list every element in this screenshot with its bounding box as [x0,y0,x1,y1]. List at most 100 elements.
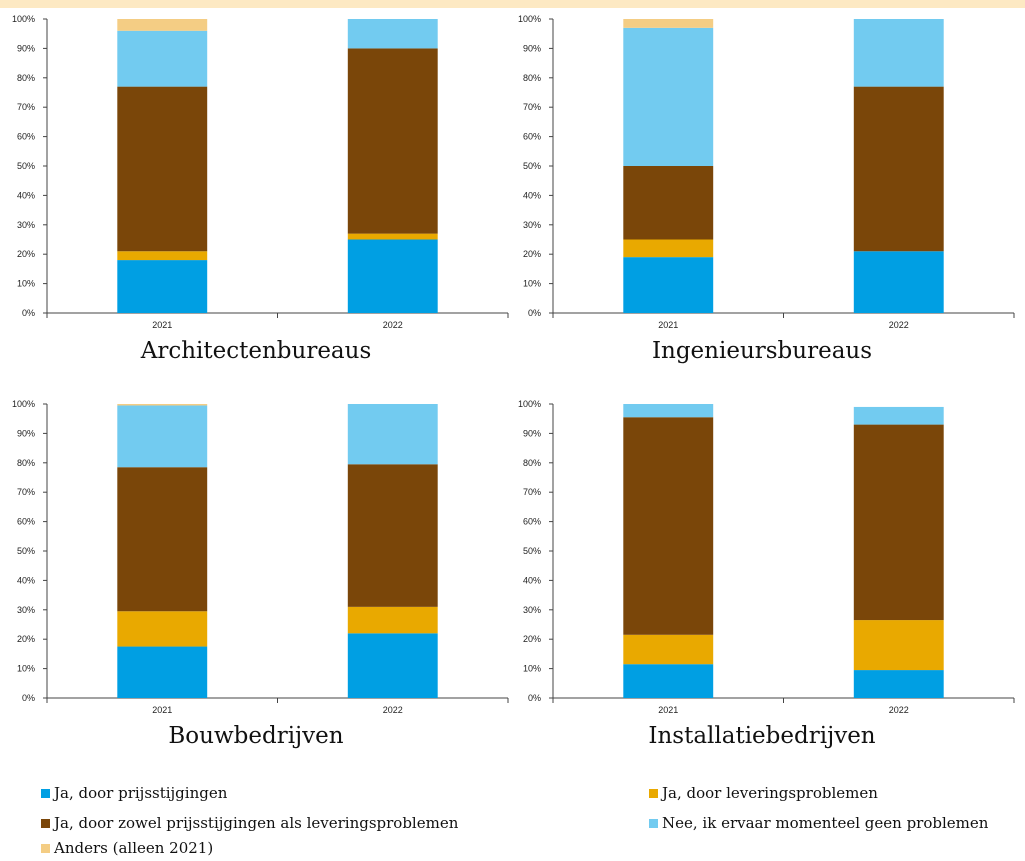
bar-segment [853,406,944,425]
chart-title: Bouwbedrijven [168,723,344,749]
bar-segment [117,405,208,468]
x-tick-label: 2021 [152,320,172,330]
y-tick-label: 50% [523,546,541,556]
x-tick-label: 2021 [152,705,172,715]
y-tick-label: 20% [523,634,541,644]
bar-segment [853,620,944,671]
legend-swatch [649,788,658,798]
bar-segment [853,670,944,698]
y-tick-label: 60% [523,132,541,142]
y-tick-label: 100% [12,14,35,24]
bar-segment [347,48,438,234]
y-tick-label: 10% [523,664,541,674]
y-tick-label: 30% [523,220,541,230]
bar-segment [117,251,208,261]
chart-svg: 0% 10% 20% 30% 40% 50% 60% 70% 80% 90% 100% 2021 202… [518,14,1015,330]
bar-segment [117,404,208,406]
legend-label: Ja, door leveringsproblemen [662,784,878,802]
y-tick-label: 100% [518,399,541,409]
y-tick-label: 40% [523,575,541,585]
chart-panel-ingenieursbureaus: 0% 10% 20% 30% 40% 50% 60% 70% 80% 90% 100% 2021 202… [506,0,1018,385]
y-tick-label: 40% [17,575,35,585]
y-tick-label: 20% [17,249,35,259]
y-tick-label: 60% [17,517,35,527]
bar-segment [853,251,944,313]
y-tick-label: 50% [523,161,541,171]
y-tick-label: 0% [22,308,35,318]
y-tick-label: 30% [17,220,35,230]
bar-segment [623,634,714,665]
y-tick-label: 70% [523,487,541,497]
legend-item: Nee, ik ervaar momenteel geen problemen [649,814,988,832]
x-tick-label: 2021 [658,320,678,330]
bar-segment [853,86,944,252]
bar-segment [623,257,714,313]
y-tick-label: 30% [17,605,35,615]
y-tick-label: 10% [17,664,35,674]
bar-segment [347,633,438,698]
bar-segment [347,239,438,313]
y-tick-label: 60% [17,132,35,142]
chart-panel-bouwbedrijven: 0% 10% 20% 30% 40% 50% 60% 70% 80% 90% 100% 2021 202… [0,385,512,770]
x-tick-label: 2022 [383,705,403,715]
y-tick-label: 20% [523,249,541,259]
legend-item: Ja, door zowel prijsstijgingen als lever… [41,814,458,832]
legend-label: Ja, door zowel prijsstijgingen als lever… [54,814,459,832]
legend-item: Ja, door prijsstijgingen [41,784,227,802]
y-tick-label: 70% [17,487,35,497]
legend-label: Anders (alleen 2021) [54,839,214,857]
chart-svg: 0% 10% 20% 30% 40% 50% 60% 70% 80% 90% 100% 2021 202… [12,14,509,330]
bar-segment [623,166,714,240]
chart-panel-installatiebedrijven: 0% 10% 20% 30% 40% 50% 60% 70% 80% 90% 100% 2021 202… [506,385,1018,770]
y-tick-label: 40% [523,190,541,200]
y-tick-label: 90% [17,428,35,438]
bar-segment [623,417,714,635]
y-tick-label: 80% [17,458,35,468]
y-tick-label: 90% [523,428,541,438]
legend-swatch [41,788,50,798]
y-tick-label: 70% [523,102,541,112]
y-tick-label: 10% [17,279,35,289]
bar-segment [347,19,438,49]
chart-panel-architectenbureaus: 0% 10% 20% 30% 40% 50% 60% 70% 80% 90% 100% 2021 202… [0,0,512,385]
y-tick-label: 0% [22,693,35,703]
bar-segment [623,404,714,418]
bar-segment [623,27,714,166]
y-tick-label: 90% [523,43,541,53]
bar-segment [117,260,208,313]
y-tick-label: 0% [528,693,541,703]
bar-segment [623,664,714,698]
y-tick-label: 10% [523,279,541,289]
bar-segment [347,404,438,465]
y-tick-label: 80% [523,73,541,83]
legend-swatch [649,818,658,828]
y-tick-label: 100% [518,14,541,24]
y-tick-label: 70% [17,102,35,112]
chart-svg: 0% 10% 20% 30% 40% 50% 60% 70% 80% 90% 100% 2021 202… [518,399,1015,715]
chart-svg: 0% 10% 20% 30% 40% 50% 60% 70% 80% 90% 100% 2021 202… [12,399,509,715]
y-tick-label: 30% [523,605,541,615]
x-tick-label: 2021 [658,705,678,715]
bar-segment [623,239,714,258]
bar-segment [117,611,208,647]
y-tick-label: 60% [523,517,541,527]
x-tick-label: 2022 [889,705,909,715]
x-tick-label: 2022 [889,320,909,330]
top-band [0,0,1025,8]
y-tick-label: 80% [17,73,35,83]
bar-segment [623,19,714,28]
bar-segment [117,467,208,612]
y-tick-label: 50% [17,546,35,556]
chart-title: Installatiebedrijven [648,723,876,749]
bar-segment [117,19,208,31]
y-tick-label: 0% [528,308,541,318]
chart-title: Ingenieursbureaus [651,338,873,364]
bar-segment [853,424,944,621]
bar-segment [853,19,944,87]
bar-segment [117,30,208,87]
bar-segment [347,464,438,607]
bar-segment [117,646,208,698]
y-tick-label: 100% [12,399,35,409]
y-tick-label: 20% [17,634,35,644]
bar-segment [347,233,438,240]
